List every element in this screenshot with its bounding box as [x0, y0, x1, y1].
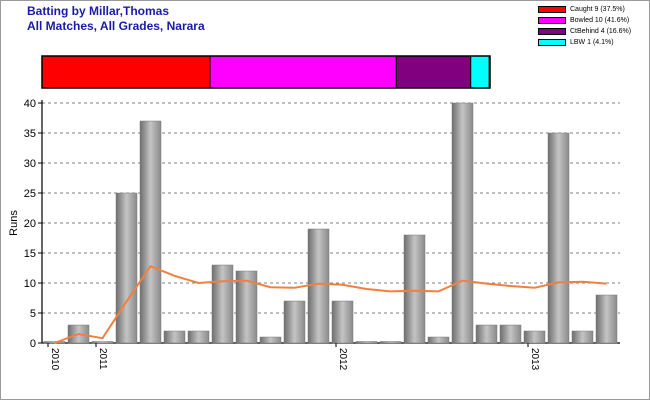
bar	[427, 336, 450, 344]
x-tick-label: 2012	[337, 348, 348, 371]
bar	[379, 341, 402, 344]
chart-subtitle: All Matches, All Grades, Narara	[27, 19, 205, 33]
bar	[571, 330, 594, 344]
y-axis-label: Runs	[8, 210, 20, 236]
chart-title: Batting by Millar,Thomas	[27, 4, 170, 18]
legend-swatch-ctbehind	[538, 28, 566, 35]
bar	[163, 330, 186, 344]
y-tick-label: 35	[24, 128, 36, 140]
bar	[307, 228, 330, 344]
y-tick-label: 25	[24, 188, 36, 200]
legend-swatch-lbw	[538, 39, 566, 46]
dismissal-segment-caught	[41, 55, 211, 89]
legend-label-lbw: LBW 1 (4.1%)	[570, 39, 614, 46]
y-tick-label: 0	[30, 338, 36, 350]
legend-label-caught: Caught 9 (37.5%)	[570, 6, 625, 13]
y-tick-label: 5	[30, 308, 36, 320]
bar	[283, 300, 306, 344]
bar	[499, 324, 522, 344]
x-tick-label: 2010	[49, 348, 60, 371]
legend-label-ctbehind: CtBehind 4 (16.6%)	[570, 28, 632, 35]
dismissal-segment-ctbehind	[395, 55, 472, 89]
bar	[187, 330, 210, 344]
y-tick-label: 40	[24, 98, 36, 110]
x-tick-label: 2011	[97, 348, 108, 370]
average-line	[54, 264, 607, 344]
bar	[475, 324, 498, 344]
y-tick-label: 15	[24, 248, 36, 260]
dismissal-segment-lbw	[470, 55, 490, 89]
legend-label-bowled: Bowled 10 (41.6%)	[570, 17, 630, 24]
bar	[403, 234, 426, 344]
y-tick-label: 10	[24, 278, 36, 290]
legend-swatch-caught	[538, 6, 566, 13]
bar	[235, 270, 258, 344]
y-tick-label: 20	[24, 218, 36, 230]
dismissal-bar-outline	[41, 55, 491, 89]
bar	[331, 300, 354, 344]
x-tick-label: 2013	[529, 348, 540, 371]
bar	[259, 336, 282, 344]
y-tick-label: 30	[24, 158, 36, 170]
dismissal-segment-bowled	[209, 55, 397, 89]
bar	[595, 294, 618, 344]
bar	[91, 341, 114, 344]
bar	[115, 192, 138, 344]
bar	[547, 132, 570, 344]
bar	[451, 102, 474, 344]
legend-swatch-bowled	[538, 17, 566, 24]
bar	[355, 341, 378, 344]
bar	[523, 330, 546, 344]
bar	[139, 120, 162, 344]
bar	[211, 264, 234, 344]
